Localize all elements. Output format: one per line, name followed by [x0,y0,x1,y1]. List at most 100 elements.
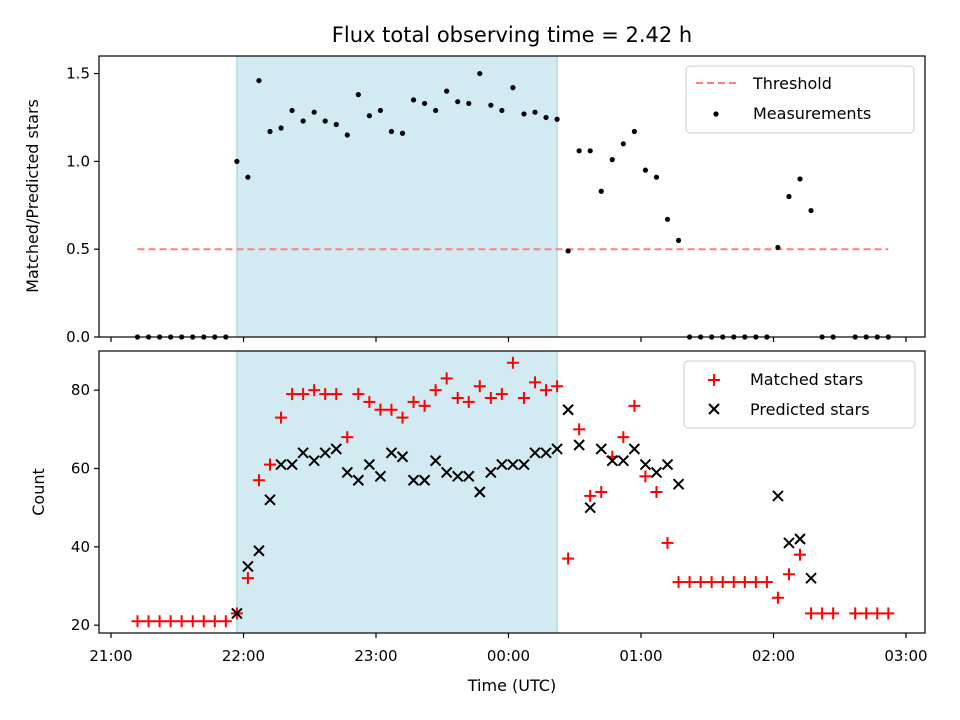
measurement-point [256,77,262,84]
predicted-point [440,466,453,479]
predicted-point [772,490,784,502]
measurement-point [455,99,461,105]
matched-point [882,607,895,620]
predicted-point [672,478,685,490]
matched-point [529,376,541,389]
predicted-point [595,443,607,455]
predicted-point [407,474,420,486]
measurement-point [609,157,615,163]
predicted-point [308,454,320,467]
matched-point [816,607,829,620]
predicted-point [330,443,342,455]
predicted-point [606,454,618,467]
measurement-point [278,125,284,131]
matched-point [208,615,221,628]
predicted-point [385,447,398,459]
matched-point [462,395,475,408]
bottom-panel: 20 40 60 80 21:00 22:00 23:00 00:00 01:00 02:00 03… [29,350,928,695]
predicted-point [507,458,519,471]
matched-point [805,607,818,620]
measurement-point [653,174,660,180]
predicted-point [286,458,298,471]
y-tick-label: 1.0 [66,152,90,170]
matched-point [738,576,751,589]
y-tick-label: 40 [71,538,90,556]
matched-point [517,392,530,404]
predicted-point [374,470,387,483]
measurement-point [289,107,295,114]
matched-point [252,474,265,487]
predicted-point [551,443,563,455]
predicted-point [463,470,475,483]
measurement-point [786,193,792,200]
x-tick-label: 23:00 [354,647,397,665]
legend-matched-swatch [708,374,720,386]
matched-point [694,576,707,589]
legend-measurements-label: Measurements [753,104,871,123]
predicted-point [341,466,353,479]
predicted-point [628,443,641,455]
predicted-point [650,466,663,479]
predicted-point [573,439,585,451]
predicted-point [485,466,497,479]
legend-predicted-swatch [708,403,720,415]
matched-point [153,615,166,628]
matched-point [760,576,773,589]
matched-point [849,607,862,620]
bottom-y-axis-label: Count [29,468,48,516]
matched-point [473,380,486,393]
measurement-point [366,113,372,119]
matched-point [584,489,597,502]
matched-point [319,388,332,401]
matched-point [396,411,409,424]
matched-point [429,384,442,397]
predicted-point [540,447,552,459]
predicted-point [617,454,630,467]
predicted-point [496,458,508,471]
predicted-point [429,454,442,467]
predicted-point [529,447,541,459]
matched-point [794,548,806,561]
bottom-legend: Matched stars Predicted stars [683,360,916,429]
bottom-marks [131,356,895,628]
matched-point [308,384,321,397]
measurement-point [521,111,527,117]
matched-point [573,423,586,436]
matched-point [871,607,884,620]
predicted-point [805,572,817,584]
top-axes-frame [98,55,926,338]
predicted-point [639,458,652,471]
matched-point [164,615,177,628]
predicted-point [297,447,309,459]
predicted-point [661,458,674,471]
measurement-point [377,107,384,114]
predicted-point [474,486,486,498]
measurement-point [234,158,240,164]
predicted-point [352,474,365,486]
matched-point [540,384,553,397]
matched-point [628,399,641,412]
matched-point [782,568,795,581]
measurement-point [466,100,472,107]
predicted-point [242,560,254,573]
measurement-point [344,132,350,138]
measurement-point [565,248,571,254]
top-panel: 0.0 0.5 1.0 1.5 Matched/Predicted stars Thr… [23,55,926,346]
matched-point [506,356,519,369]
matched-point [330,388,343,401]
legend-threshold-label: Threshold [752,74,832,93]
measurement-point [775,244,781,251]
measurement-point [631,128,637,135]
matched-point [363,395,376,408]
y-tick-label: 60 [71,460,90,478]
measurement-point [587,148,593,154]
measurement-point [675,237,682,244]
top-legend-box [685,65,915,134]
top-highlight-span [236,55,558,338]
y-tick-label: 0.5 [66,240,90,258]
measurement-point [421,100,428,107]
measurement-point [433,107,439,114]
measurement-point [410,97,417,103]
x-tick-label: 21:00 [89,647,132,665]
